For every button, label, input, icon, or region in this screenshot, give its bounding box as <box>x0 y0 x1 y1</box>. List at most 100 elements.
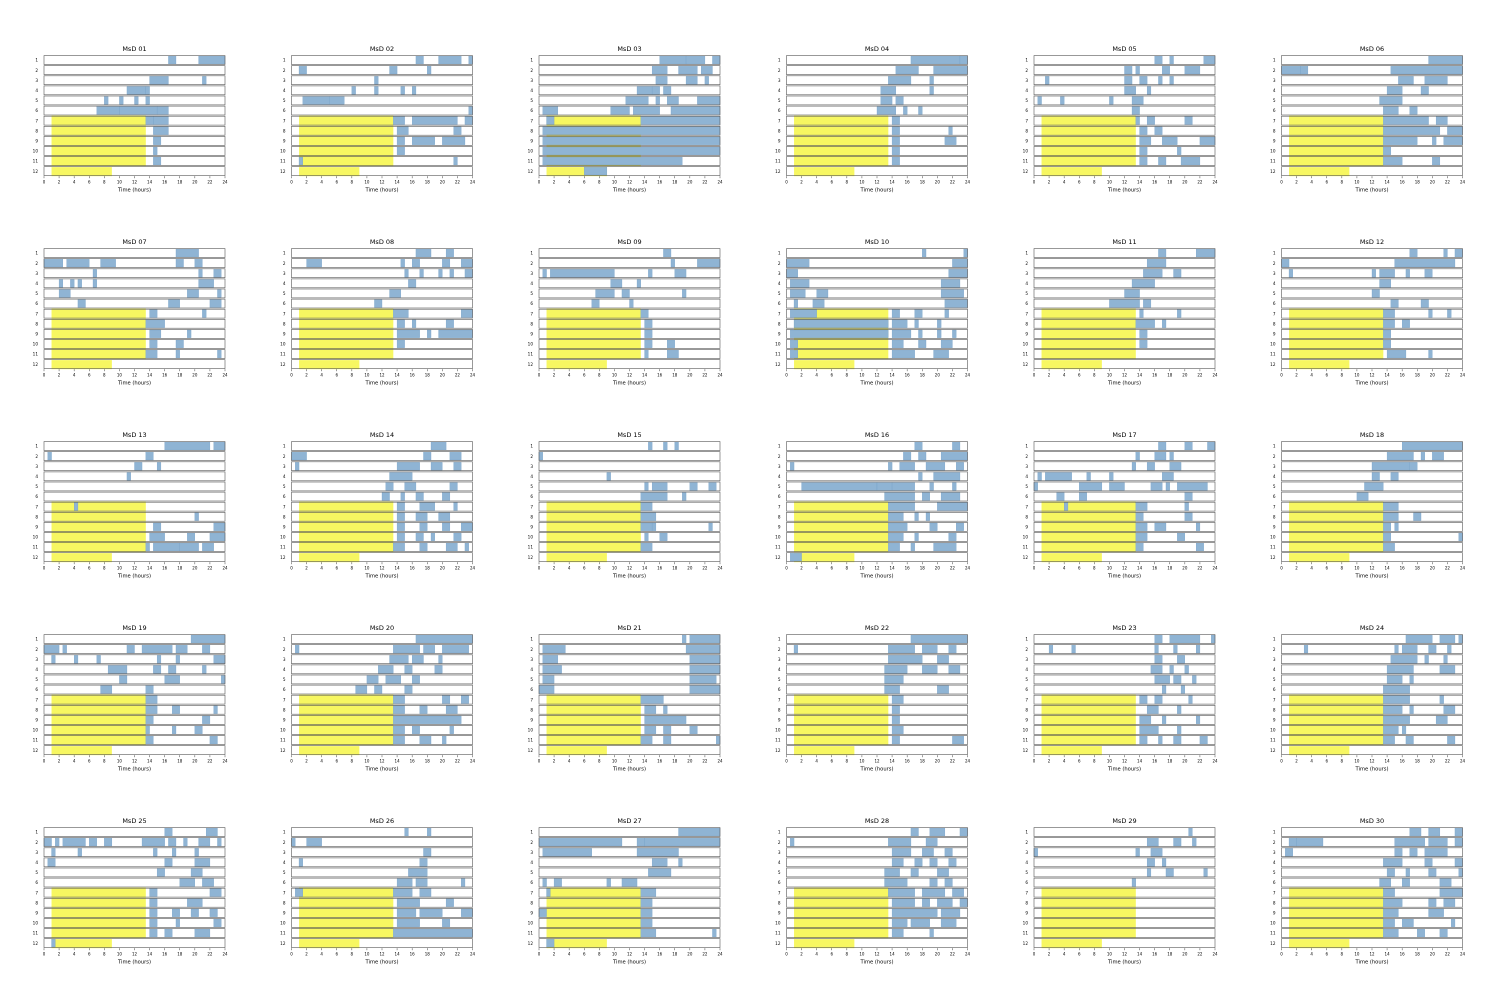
light-period-block <box>1041 714 1136 725</box>
x-tick-label: 0 <box>290 373 293 378</box>
row-label: 5 <box>1025 291 1028 296</box>
row-label: 7 <box>283 118 286 123</box>
x-tick-label: 8 <box>1341 373 1344 378</box>
activity-bout <box>1180 685 1185 694</box>
x-tick-label: 12 <box>379 566 385 571</box>
x-tick-label: 16 <box>657 759 663 764</box>
x-axis-label: Time (hours) <box>117 381 151 387</box>
light-period-block <box>1041 704 1136 715</box>
row-label: 12 <box>1270 169 1276 174</box>
activity-bout <box>944 309 949 318</box>
x-tick-label: 2 <box>58 373 61 378</box>
activity-bout <box>651 86 660 95</box>
activity-bout <box>880 96 893 105</box>
row-label: 3 <box>1273 78 1276 83</box>
activity-bout <box>929 76 934 85</box>
activity-bout <box>393 116 405 125</box>
row-label: 5 <box>778 291 781 296</box>
row-label: 4 <box>778 281 781 286</box>
row-label: 1 <box>1273 830 1276 835</box>
x-tick-label: 14 <box>642 180 648 185</box>
row-frame <box>1281 532 1463 542</box>
light-period-block <box>546 531 641 542</box>
activity-bout <box>948 645 957 654</box>
activity-bout <box>1184 442 1193 451</box>
x-tick-label: 10 <box>1107 566 1113 571</box>
x-tick-label: 6 <box>830 180 833 185</box>
activity-bout <box>1288 838 1297 847</box>
x-tick-label: 24 <box>965 180 971 185</box>
activity-bout <box>172 725 177 734</box>
activity-bout <box>937 685 949 694</box>
x-tick-label: 20 <box>1182 759 1188 764</box>
row-frame <box>291 684 473 695</box>
activity-bout <box>1296 838 1324 847</box>
light-period-block <box>51 308 146 319</box>
row-frame <box>43 308 226 319</box>
activity-bout <box>1177 146 1182 155</box>
row-label: 10 <box>528 535 534 540</box>
light-period-block <box>299 724 394 735</box>
x-tick-label: 18 <box>425 759 431 764</box>
activity-bout <box>1135 319 1155 328</box>
activity-bout <box>164 442 211 451</box>
row-frame <box>1033 512 1216 522</box>
activity-bout <box>1409 848 1418 857</box>
activity-bout <box>404 269 409 278</box>
row-frame <box>786 491 968 502</box>
x-tick-label: 12 <box>874 759 880 764</box>
x-tick-label: 2 <box>553 566 556 571</box>
row-label: 10 <box>1270 342 1276 347</box>
row-frame <box>786 664 968 675</box>
row-label: 12 <box>528 169 534 174</box>
row-label: 11 <box>1023 738 1029 743</box>
activity-bout <box>644 715 687 724</box>
x-tick-label: 18 <box>1415 952 1421 957</box>
activity-bout <box>412 86 417 95</box>
x-tick-label: 6 <box>583 566 586 571</box>
activity-bout <box>644 350 649 359</box>
row-frame <box>291 146 473 156</box>
light-period-block <box>51 145 146 156</box>
row-label: 2 <box>778 261 781 266</box>
row-label: 9 <box>778 717 781 722</box>
x-tick-label: 18 <box>177 566 183 571</box>
activity-bout <box>1154 522 1167 531</box>
activity-bout <box>442 492 451 501</box>
activity-bout <box>389 289 402 298</box>
x-tick-label: 18 <box>1415 373 1421 378</box>
row-frame <box>1033 156 1216 166</box>
row-label: 11 <box>775 159 781 164</box>
row-frame <box>786 552 968 562</box>
light-period-block <box>546 704 641 715</box>
row-label: 11 <box>1023 352 1029 357</box>
activity-bout <box>1379 96 1403 105</box>
activity-bout <box>1150 482 1163 491</box>
x-tick-label: 8 <box>1341 566 1344 571</box>
row-frame <box>291 55 473 65</box>
activity-bout <box>888 522 908 531</box>
activity-bout <box>1135 512 1144 521</box>
x-tick-label: 18 <box>1167 566 1173 571</box>
activity-bout <box>209 736 218 745</box>
activity-bout <box>389 655 409 664</box>
activity-bout <box>793 299 798 308</box>
x-tick-label: 14 <box>1137 180 1143 185</box>
x-tick-label: 22 <box>207 180 213 185</box>
activity-bout <box>1192 675 1197 684</box>
row-frame <box>43 715 226 725</box>
row-frame <box>786 136 968 146</box>
x-tick-label: 4 <box>568 373 571 378</box>
row-label: 10 <box>1270 535 1276 540</box>
activity-bout <box>682 492 687 501</box>
row-label: 10 <box>1270 149 1276 154</box>
x-tick-label: 2 <box>305 180 308 185</box>
row-frame <box>43 339 226 349</box>
activity-bout <box>1124 289 1140 298</box>
x-tick-label: 12 <box>627 759 633 764</box>
row-label: 4 <box>283 281 286 286</box>
row-frame <box>43 542 226 552</box>
activity-bout <box>663 249 672 258</box>
row-label: 1 <box>1025 251 1028 256</box>
